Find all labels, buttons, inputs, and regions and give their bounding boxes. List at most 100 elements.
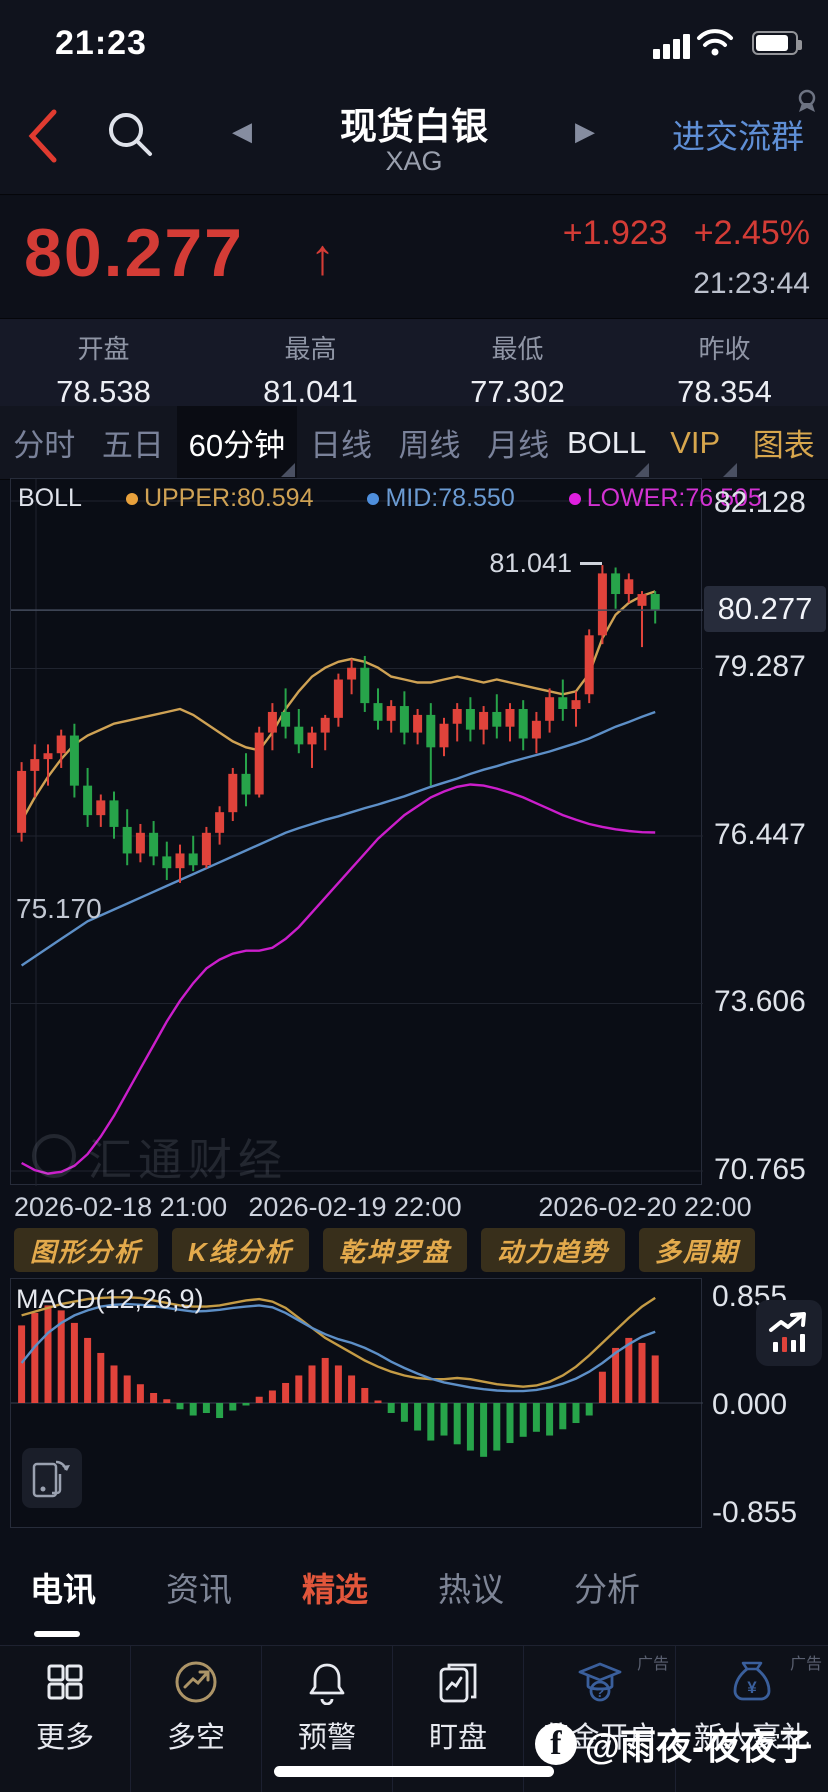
- facebook-icon: f: [534, 1723, 577, 1765]
- kline-analysis-button[interactable]: K线分析: [172, 1228, 309, 1272]
- tab-chart[interactable]: 图表: [752, 428, 815, 463]
- high-annotation: 81.041: [426, 548, 602, 579]
- boll-lower-value: LOWER:76.505: [586, 484, 762, 512]
- bell-icon: [304, 1656, 350, 1708]
- current-price-axis-box: 80.277: [704, 586, 826, 632]
- low-label: 最低: [491, 334, 544, 364]
- wifi-icon: [696, 28, 734, 61]
- tab-hot-topics[interactable]: 热议: [438, 1571, 504, 1608]
- nav-watch-market[interactable]: 盯盘: [393, 1646, 524, 1792]
- medal-badge-icon: [794, 88, 820, 114]
- price-change-pct: +2.45%: [693, 214, 810, 252]
- nav-alert[interactable]: 预警: [262, 1646, 393, 1792]
- boll-upper-value: UPPER:80.594: [143, 484, 314, 512]
- active-tab-underline: [34, 1631, 80, 1637]
- ad-badge: 广告: [789, 1656, 822, 1673]
- tab-monthly[interactable]: 月线: [487, 428, 550, 463]
- clock: 21:23: [55, 24, 147, 62]
- price-change: +1.923: [562, 214, 668, 252]
- svg-text:¥: ¥: [747, 1678, 757, 1697]
- tab-boll[interactable]: BOLL: [562, 406, 651, 479]
- high-value: 81.041: [263, 374, 358, 409]
- boll-mid-value: MID:78.550: [385, 484, 515, 512]
- quote-panel: 80.277 ↑ +1.923 +2.45% 21:23:44: [0, 196, 828, 318]
- macd-label: MACD(12,26,9): [16, 1284, 204, 1314]
- x-label-1: 2026-02-18 21:00: [14, 1192, 228, 1222]
- upper-dot-icon: [125, 492, 138, 505]
- market-chart-shortcut-button[interactable]: [756, 1300, 822, 1366]
- price-up-arrow-icon: ↑: [310, 229, 335, 285]
- high-label: 最高: [284, 334, 337, 364]
- lower-dot-icon: [568, 492, 581, 505]
- pattern-analysis-button[interactable]: 图形分析: [14, 1228, 159, 1272]
- news-tab-bar: 电讯 资讯 精选 热议 分析: [0, 1545, 828, 1645]
- status-bar: 21:23: [0, 0, 828, 80]
- x-label-2: 2026-02-19 22:00: [248, 1192, 462, 1222]
- nav-newbie-gift[interactable]: 广告 ¥ 新人豪礼: [676, 1646, 828, 1792]
- analysis-button-row: 图形分析 K线分析 乾坤罗盘 动力趋势 多周期: [14, 1228, 755, 1272]
- battery-icon: [752, 31, 802, 55]
- social-watermark: f @雨夜-夜夜子: [534, 1718, 812, 1770]
- low-value: 77.302: [470, 374, 565, 409]
- home-indicator[interactable]: [274, 1766, 554, 1777]
- tab-wire-news[interactable]: 电讯: [30, 1571, 96, 1608]
- tab-analysis[interactable]: 分析: [574, 1571, 640, 1608]
- open-label: 开盘: [77, 334, 130, 364]
- tab-timeline[interactable]: 分时: [13, 428, 76, 463]
- tab-featured[interactable]: 精选: [302, 1571, 368, 1608]
- tab-information[interactable]: 资讯: [166, 1571, 232, 1608]
- momentum-trend-button[interactable]: 动力趋势: [480, 1228, 625, 1272]
- nav-more[interactable]: 更多: [0, 1646, 131, 1792]
- qiankun-compass-button[interactable]: 乾坤罗盘: [322, 1228, 467, 1272]
- page-title: 现货白银: [340, 106, 488, 147]
- symbol-label: XAG: [385, 146, 443, 176]
- quote-time: 21:23:44: [693, 267, 810, 300]
- nav-long-short[interactable]: 多空: [131, 1646, 262, 1792]
- grid-icon: [43, 1656, 87, 1708]
- boll-label: BOLL: [18, 484, 82, 512]
- last-price: 80.277: [24, 215, 244, 291]
- monitor-icon: [435, 1656, 481, 1708]
- x-label-3: 2026-02-20 22:00: [538, 1192, 752, 1222]
- tab-60min[interactable]: 60分钟: [177, 406, 297, 479]
- boll-legend: BOLL UPPER:80.594 MID:78.550 LOWER:76.50…: [18, 484, 762, 513]
- prev-close-label: 昨收: [698, 334, 751, 364]
- low-annotation: 75.170: [16, 893, 102, 924]
- ad-badge: 广告: [636, 1656, 669, 1673]
- y-axis-70: 70.765: [714, 1153, 806, 1186]
- ohlc-row: 开盘 78.538 最高 81.041 最低 77.302 昨收 78.354: [0, 318, 828, 409]
- svg-text:?: ?: [595, 1684, 604, 1700]
- y-axis-76: 76.447: [714, 818, 806, 851]
- header: ◀ 现货白银 XAG ▶ 进交流群: [0, 80, 828, 195]
- newbie-gift-icon: ¥: [729, 1656, 775, 1708]
- tab-5day[interactable]: 五日: [101, 428, 164, 463]
- long-short-icon: [173, 1656, 219, 1708]
- tab-daily[interactable]: 日线: [309, 428, 372, 463]
- y-axis-79: 79.287: [714, 650, 806, 683]
- join-group-link[interactable]: 进交流群: [672, 118, 804, 155]
- watermark: 汇通财经: [32, 1124, 288, 1188]
- tab-vip[interactable]: VIP: [651, 406, 740, 479]
- watermark-logo-icon: [32, 1134, 76, 1178]
- macd-y-zero: 0.000: [712, 1388, 788, 1421]
- prev-instrument-arrow[interactable]: ◀: [232, 116, 252, 146]
- prev-close-value: 78.354: [677, 374, 772, 409]
- gold-account-icon: ?: [576, 1656, 624, 1708]
- macd-y-min: -0.855: [712, 1496, 798, 1529]
- rotate-screen-button[interactable]: [22, 1448, 82, 1508]
- bottom-nav: 更多 多空 预警 盯盘 广告: [0, 1645, 828, 1792]
- tab-weekly[interactable]: 周线: [398, 428, 461, 463]
- open-value: 78.538: [56, 374, 151, 409]
- y-axis-73: 73.606: [714, 985, 806, 1018]
- social-handle: @雨夜-夜夜子: [584, 1726, 812, 1767]
- back-button[interactable]: [26, 108, 60, 169]
- multi-period-button[interactable]: 多周期: [638, 1228, 755, 1272]
- next-instrument-arrow[interactable]: ▶: [575, 116, 595, 146]
- candlestick-chart[interactable]: [10, 478, 703, 1186]
- mid-dot-icon: [367, 492, 380, 505]
- period-tab-bar: 分时 五日 60分钟 日线 周线 月线 BOLL VIP 图表: [0, 406, 828, 480]
- search-icon[interactable]: [104, 108, 156, 165]
- y-axis-82: 82.128: [714, 486, 806, 519]
- signal-icon: [653, 34, 690, 59]
- macd-chart[interactable]: [10, 1278, 703, 1528]
